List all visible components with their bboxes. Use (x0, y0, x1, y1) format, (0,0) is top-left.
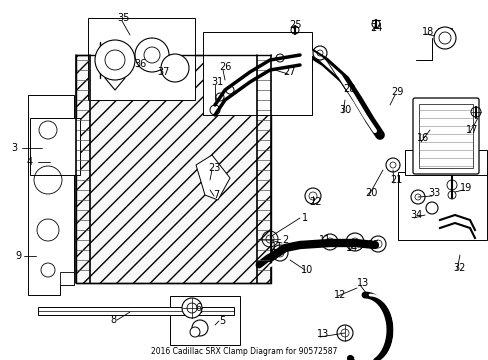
Text: 5: 5 (219, 316, 224, 326)
Polygon shape (196, 155, 229, 200)
Bar (404, 150, 486, 175)
Bar (76, 55, 270, 283)
Text: 11: 11 (270, 242, 283, 252)
Text: 12: 12 (333, 290, 346, 300)
Text: 6: 6 (195, 303, 201, 313)
Bar (88, 18, 195, 100)
Bar (203, 32, 311, 115)
Text: 37: 37 (157, 67, 169, 77)
Text: 14: 14 (345, 243, 357, 253)
Text: 19: 19 (459, 183, 471, 193)
Circle shape (95, 40, 135, 80)
Text: 9: 9 (15, 251, 21, 261)
Text: 2016 Cadillac SRX Clamp Diagram for 90572587: 2016 Cadillac SRX Clamp Diagram for 9057… (151, 347, 337, 356)
Text: 28: 28 (342, 84, 354, 94)
Text: 35: 35 (118, 13, 130, 23)
Text: 7: 7 (212, 190, 219, 200)
Bar (437, 28, 451, 35)
Text: 4: 4 (27, 157, 33, 167)
Text: 1: 1 (301, 213, 307, 223)
Text: 3: 3 (11, 143, 17, 153)
Text: 13: 13 (356, 278, 368, 288)
Text: 18: 18 (421, 27, 433, 37)
Text: 15: 15 (367, 240, 379, 250)
Text: 21: 21 (389, 175, 401, 185)
Circle shape (192, 320, 207, 336)
Text: 2: 2 (281, 235, 287, 245)
Text: 32: 32 (452, 263, 464, 273)
Text: 29: 29 (390, 87, 403, 97)
Text: 23: 23 (207, 163, 220, 173)
Text: 34: 34 (409, 210, 421, 220)
Text: 24: 24 (369, 23, 382, 33)
Text: 26: 26 (218, 62, 231, 72)
Text: 33: 33 (427, 188, 439, 198)
Text: 13: 13 (316, 329, 328, 339)
Text: 27: 27 (283, 67, 296, 77)
Text: 16: 16 (416, 133, 428, 143)
Polygon shape (28, 95, 74, 295)
Bar (60, 272, 74, 285)
Text: 20: 20 (364, 188, 376, 198)
Circle shape (161, 54, 189, 82)
Text: 25: 25 (288, 20, 301, 30)
Text: 31: 31 (210, 77, 223, 87)
Bar (30, 118, 80, 175)
Text: 10: 10 (300, 265, 312, 275)
Circle shape (182, 298, 202, 318)
FancyBboxPatch shape (412, 98, 478, 174)
Bar (170, 296, 240, 345)
Bar (397, 172, 486, 240)
Text: 36: 36 (134, 59, 146, 69)
Bar (38, 307, 234, 315)
Text: 11: 11 (318, 235, 330, 245)
Text: 8: 8 (110, 315, 116, 325)
Circle shape (190, 327, 200, 337)
Text: 22: 22 (309, 197, 322, 207)
Circle shape (135, 38, 169, 72)
Circle shape (433, 27, 455, 49)
Text: 17: 17 (465, 125, 477, 135)
Text: 30: 30 (338, 105, 350, 115)
Bar (418, 104, 472, 168)
